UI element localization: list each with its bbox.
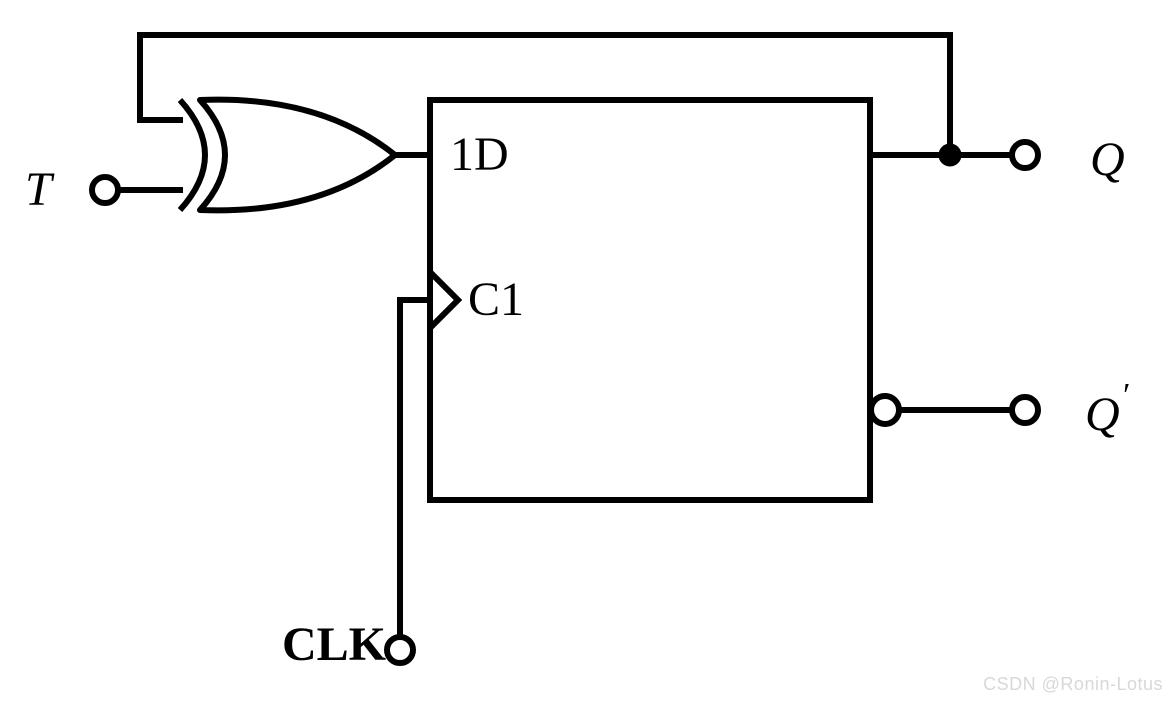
q-output-label: Q: [1090, 133, 1125, 186]
t-input-label: T: [25, 163, 55, 216]
ff-d-label: 1D: [450, 128, 509, 181]
clk-input-terminal: [387, 637, 413, 663]
qbar-output-terminal: [1012, 397, 1038, 423]
q-output-terminal: [1012, 142, 1038, 168]
qbar-inversion-bubble: [871, 396, 899, 424]
ff-c-label: C1: [468, 273, 524, 326]
wire-feedback_up-to-xor_top_in: [140, 35, 950, 155]
clk-input-label: CLK: [282, 618, 386, 671]
junction-q-feedback: [939, 144, 961, 166]
xor-gate-back-arc: [180, 100, 205, 210]
qbar-prime-mark: ′: [1121, 377, 1129, 414]
watermark-text: CSDN @Ronin-Lotus: [983, 674, 1163, 695]
qbar-output-label: Q: [1085, 388, 1120, 441]
xor-gate-body: [200, 100, 395, 211]
wire-CLK_circle-to-FF_C: [400, 300, 430, 637]
t-flipflop-diagram: 1DC1TCLKQQ′: [0, 0, 1173, 703]
clock-edge-indicator: [430, 272, 458, 328]
t-input-terminal: [92, 177, 118, 203]
